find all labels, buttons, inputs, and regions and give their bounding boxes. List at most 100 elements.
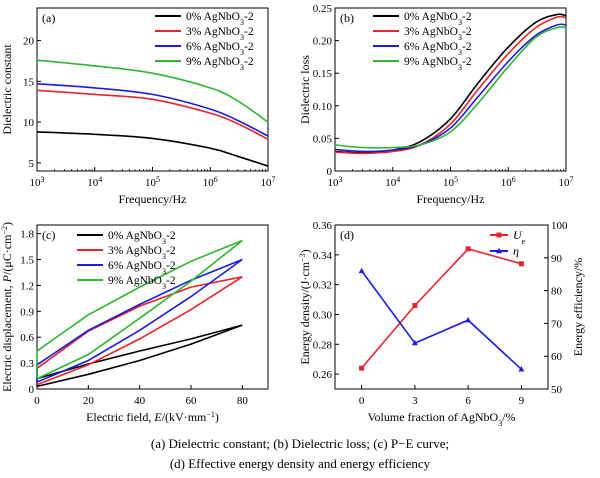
y-tick-label: 0.25	[313, 3, 333, 15]
caption-line-2: (d) Effective energy density and energy …	[169, 456, 431, 471]
series-line-a-3	[36, 59, 269, 123]
y2-tick-label: 50	[551, 384, 563, 396]
y-axis-label: Dielectric constant	[0, 44, 14, 135]
y-tick-label: 0	[327, 166, 333, 178]
y-tick-label: 0.36	[313, 220, 333, 232]
y-axis-label: Dielectric loss	[298, 55, 312, 124]
y2-tick-label: 90	[551, 253, 563, 265]
y2-axis-label: Energy efficiency/%	[571, 258, 585, 357]
y-tick-label: 0.30	[313, 309, 333, 321]
x-tick-label: 0	[34, 395, 40, 407]
plot-frame	[334, 224, 549, 390]
legend-label: 9% AgNbO3-2	[404, 56, 472, 72]
series-line-c-2	[36, 258, 243, 383]
panel-d: 0 3 6 9 0.26 0.28 0.30 0.32 0.34 0.36 50 60 70 80 90 10…	[298, 220, 586, 428]
y-tick-label: 0.6	[20, 332, 34, 344]
legend: Ueη	[490, 228, 526, 258]
plot-frame	[36, 224, 269, 390]
y-tick-label: 5	[29, 158, 35, 170]
y-tick-label: 0.05	[313, 133, 333, 145]
y-tick-label: 1.2	[20, 280, 34, 292]
y2-tick-label: 60	[551, 351, 563, 363]
x-tick-label: 6	[465, 395, 471, 407]
panel-c: 0 20 40 60 80 0 0.3 0.6 0.9 1.2 1.5 1.8 Electric fie…	[0, 222, 269, 425]
legend-label: 6% AgNbO3-2	[108, 260, 176, 276]
data-point	[465, 246, 471, 252]
y-tick-label: 10	[23, 117, 35, 129]
x-tick-label: 106	[203, 175, 218, 190]
data-point	[358, 267, 365, 274]
legend-label: 0% AgNbO3-2	[404, 11, 472, 27]
data-point	[465, 316, 472, 323]
series-line-a-1	[36, 89, 269, 140]
y2-tick-label: 70	[551, 318, 563, 330]
series-line-b-3	[334, 26, 567, 149]
y-tick-label: 0	[29, 384, 35, 396]
legend-label: 9% AgNbO3-2	[108, 275, 176, 291]
legend-marker	[496, 247, 502, 254]
caption-line-1: (a) Dielectric constant; (b) Dielectric …	[150, 436, 450, 451]
x-tick-label: 3	[412, 395, 418, 407]
series-line-c-0	[36, 324, 243, 388]
x-tick-label: 80	[237, 395, 249, 407]
series-line-d-1	[360, 270, 522, 370]
panel-label: (c)	[42, 228, 55, 242]
legend-label: Ue	[513, 228, 526, 246]
y-tick-label: 0.32	[313, 280, 332, 292]
series-line-a-2	[36, 83, 269, 137]
y-tick-label: 0.28	[313, 339, 333, 351]
panel-label: (b)	[340, 11, 354, 25]
x-axis-label: Electric field, E/(kV·mm−1)	[86, 410, 219, 425]
panel-b: 103 104 105 106 107 0 0.05 0.10 0.15 0.20 0.25 Freq…	[298, 3, 574, 206]
legend-label: η	[513, 244, 519, 258]
legend: 0% AgNbO3-23% AgNbO3-26% AgNbO3-29% AgNb…	[77, 230, 176, 291]
series-line-c-1	[36, 276, 243, 386]
y-tick-label: 20	[23, 36, 35, 48]
panel-label: (d)	[340, 228, 354, 242]
x-tick-label: 107	[261, 175, 276, 190]
y-axis-label: Energy density/(J·cm−3)	[298, 249, 313, 364]
x-tick-label: 40	[134, 395, 146, 407]
y-tick-label: 0.34	[313, 250, 333, 262]
x-tick-label: 9	[519, 395, 525, 407]
data-point	[412, 303, 418, 309]
series-line-b-1	[334, 15, 567, 155]
legend-marker	[496, 232, 502, 238]
x-tick-label: 104	[87, 175, 102, 190]
y-tick-label: 0.3	[20, 358, 34, 370]
series-line-b-2	[334, 23, 567, 153]
series-line-c-3	[36, 239, 243, 380]
series-line-b-0	[334, 13, 567, 154]
legend-label: 0% AgNbO3-2	[186, 11, 254, 27]
y2-tick-label: 80	[551, 286, 563, 298]
x-axis-label: Frequency/Hz	[417, 192, 485, 206]
y-tick-label: 0.15	[313, 68, 333, 80]
x-tick-label: 107	[559, 175, 574, 190]
legend: 0% AgNbO3-23% AgNbO3-26% AgNbO3-29% AgNb…	[373, 11, 472, 72]
data-point	[411, 339, 418, 346]
y-tick-label: 1.5	[20, 255, 34, 267]
x-tick-label: 104	[385, 175, 400, 190]
x-tick-label: 103	[328, 175, 343, 190]
legend-label: 3% AgNbO3-2	[404, 26, 472, 42]
series-line-a-0	[36, 131, 269, 167]
legend-label: 0% AgNbO3-2	[108, 230, 176, 246]
y-tick-label: 0.10	[313, 101, 333, 113]
figure: 103 104 105 106 107 5 10 15 20 Frequency/Hz Dielec…	[0, 3, 586, 428]
legend-label: 6% AgNbO3-2	[404, 41, 472, 57]
y-tick-label: 0.26	[313, 369, 333, 381]
legend-label: 9% AgNbO3-2	[186, 56, 254, 72]
x-axis-label: Volume fraction of AgNbO3/%	[367, 410, 515, 428]
panel-a: 103 104 105 106 107 5 10 15 20 Frequency/Hz Dielec…	[0, 7, 276, 206]
y2-tick-label: 100	[551, 220, 568, 232]
x-tick-label: 105	[145, 175, 160, 190]
data-point	[359, 365, 365, 371]
x-axis-label: Frequency/Hz	[119, 192, 187, 206]
x-tick-label: 103	[30, 175, 45, 190]
series-line-d-0	[360, 247, 522, 369]
legend: 0% AgNbO3-23% AgNbO3-26% AgNbO3-29% AgNb…	[155, 11, 254, 72]
x-tick-label: 106	[501, 175, 516, 190]
x-tick-label: 105	[443, 175, 458, 190]
y-tick-label: 15	[23, 76, 35, 88]
x-tick-label: 60	[186, 395, 198, 407]
